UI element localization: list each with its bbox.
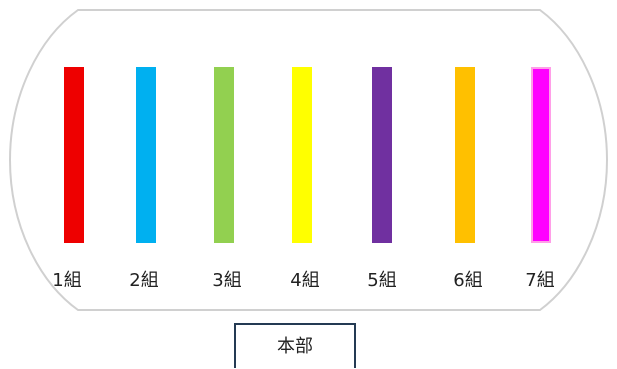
lane-3-bar bbox=[214, 67, 234, 243]
lane-1-label: 1組 bbox=[52, 270, 82, 291]
lane-4-bar bbox=[292, 67, 312, 243]
lane-2-bar bbox=[136, 67, 156, 243]
lane-3-label: 3組 bbox=[212, 270, 242, 291]
lane-7-bar bbox=[531, 67, 551, 243]
lane-6-label: 6組 bbox=[453, 270, 483, 291]
lane-2-label: 2組 bbox=[129, 270, 159, 291]
lane-6-bar bbox=[455, 67, 475, 243]
lane-5-bar bbox=[372, 67, 392, 243]
lane-7-label: 7組 bbox=[525, 270, 555, 291]
lane-1-bar bbox=[64, 67, 84, 243]
lane-5-label: 5組 bbox=[367, 270, 397, 291]
track-outline-shape bbox=[8, 9, 609, 311]
headquarters-box: 本部 bbox=[234, 323, 356, 368]
lane-4-label: 4組 bbox=[290, 270, 320, 291]
